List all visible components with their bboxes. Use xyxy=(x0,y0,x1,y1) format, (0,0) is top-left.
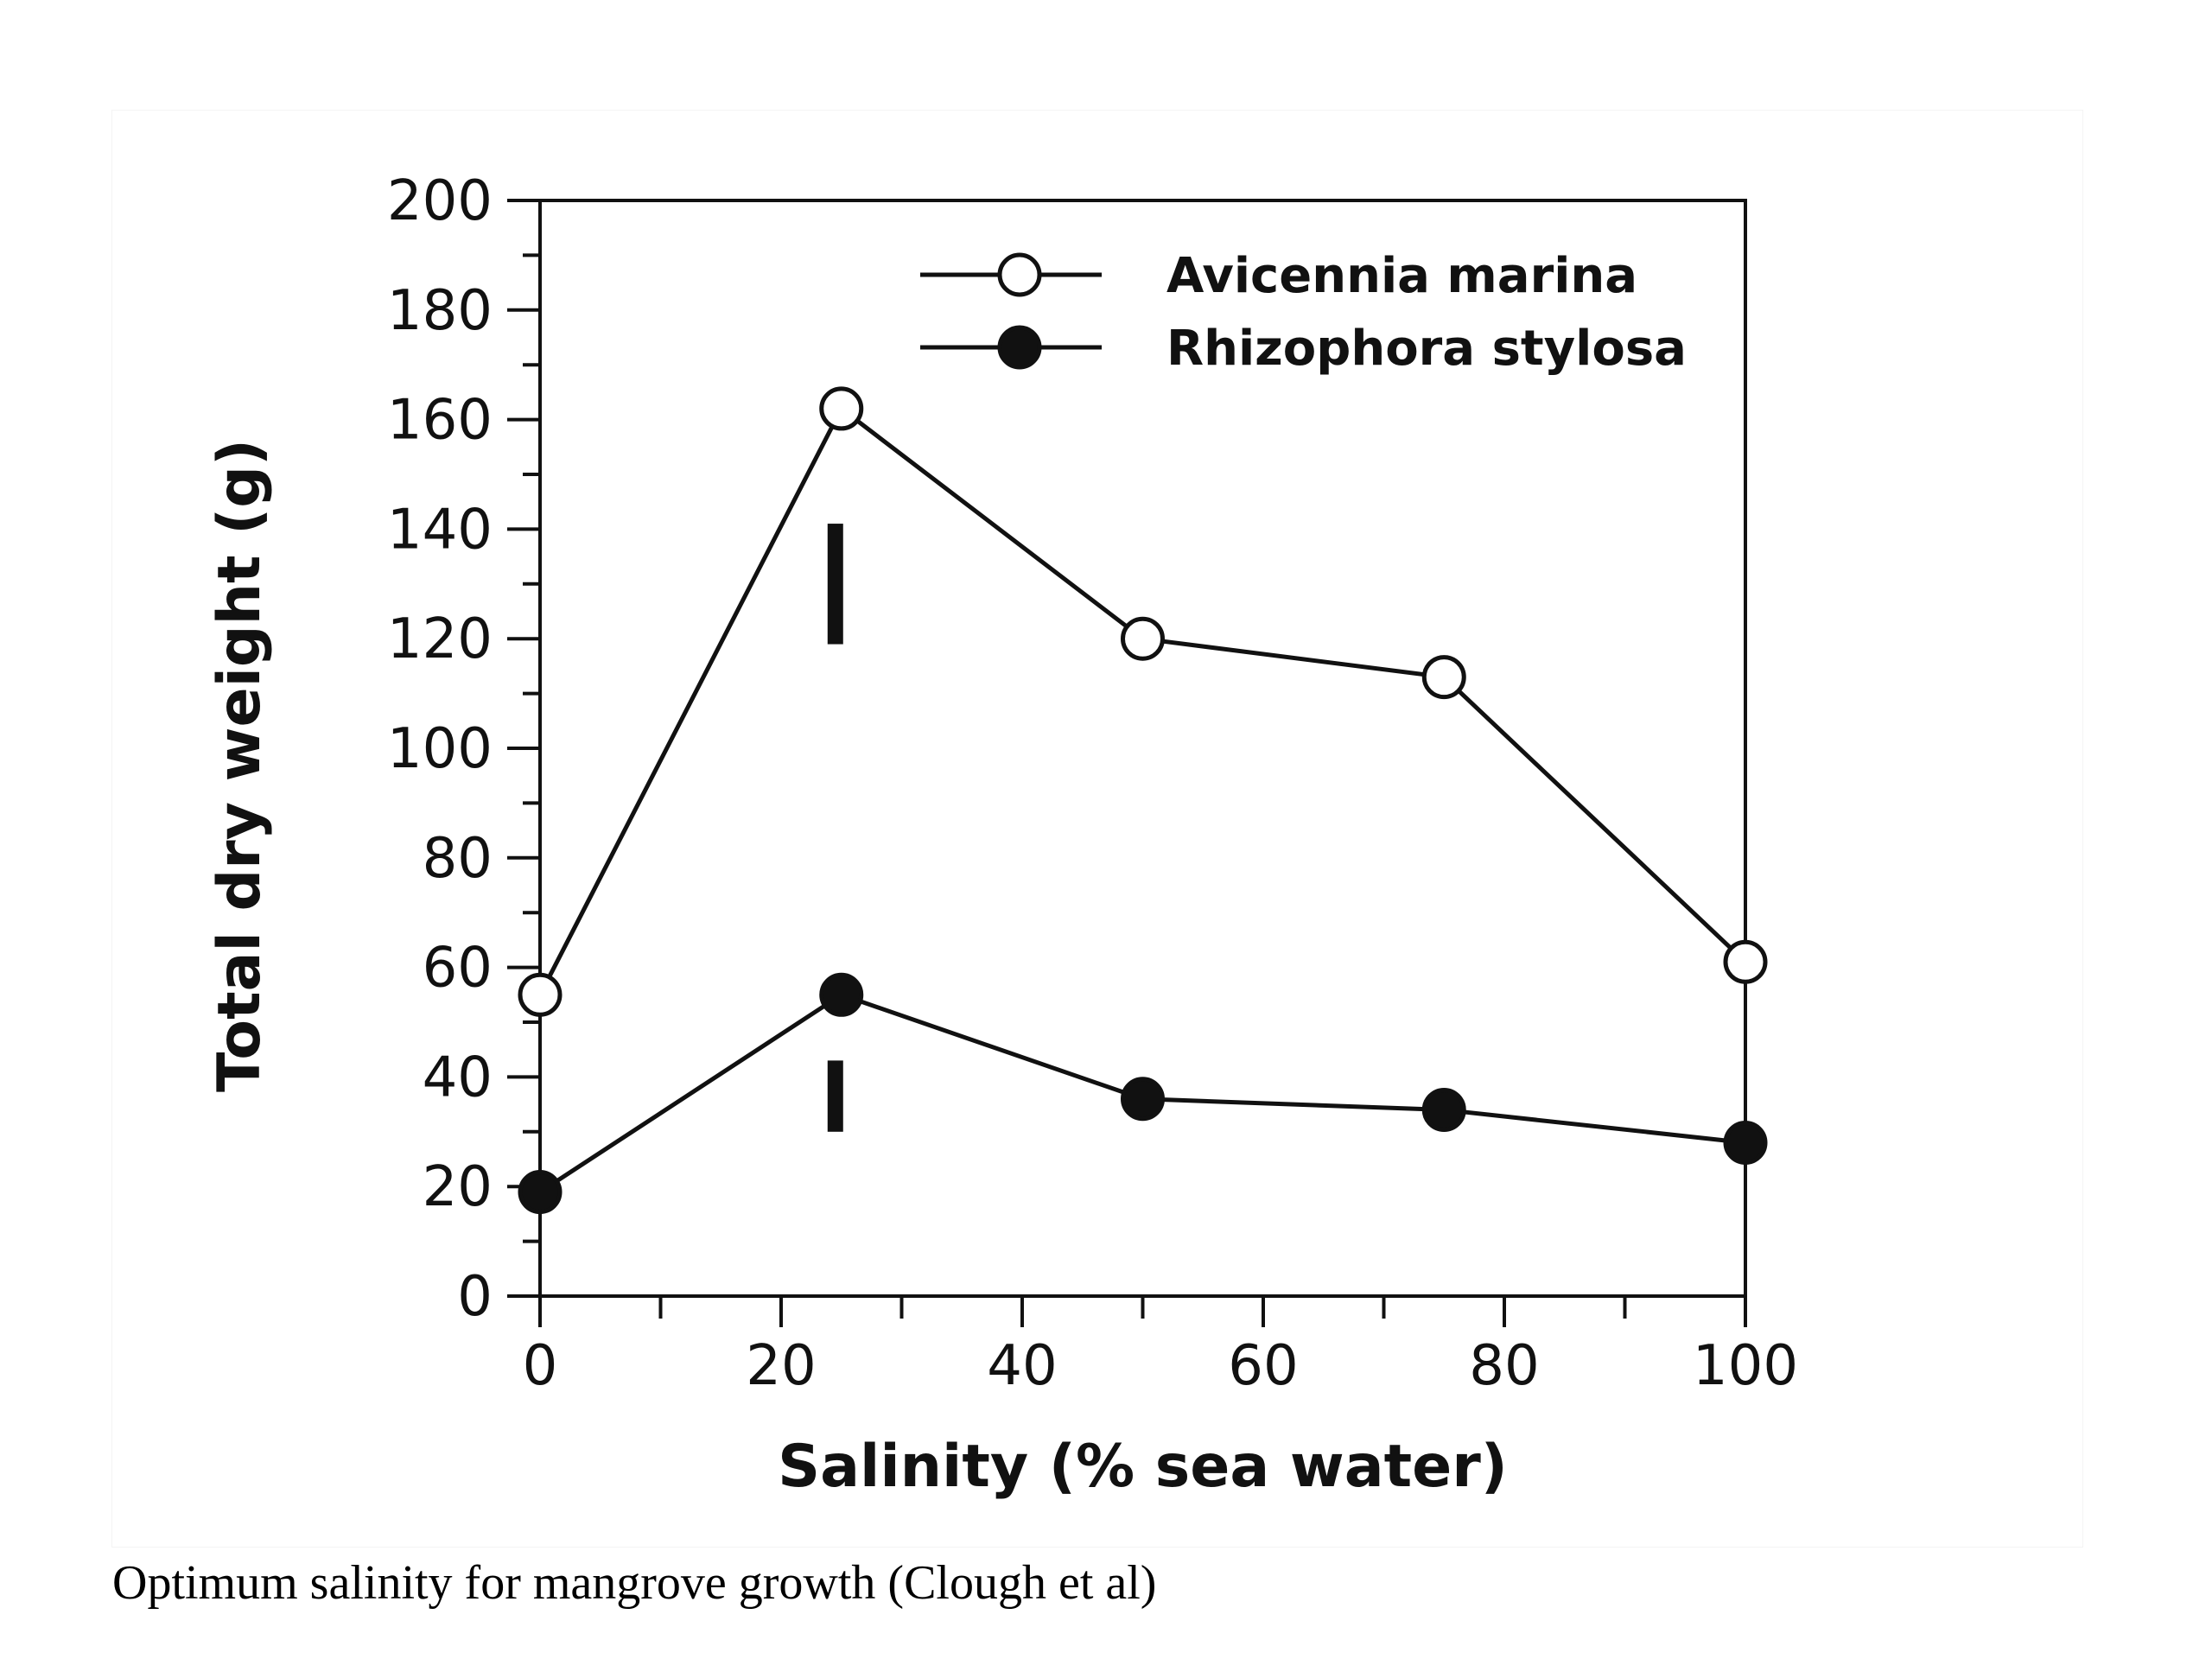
x-tick-label: 100 xyxy=(1693,1334,1798,1398)
avicennia-marina-point xyxy=(1121,616,1165,661)
legend: Avicennia marina Rhizophora stylosa xyxy=(920,248,1687,377)
y-tick-label: 180 xyxy=(387,279,493,343)
x-tick-label: 60 xyxy=(1228,1334,1298,1398)
rhizophora-stylosa-legend-label: Rhizophora stylosa xyxy=(1166,321,1687,377)
y-tick-label: 20 xyxy=(423,1155,493,1219)
y-tick-label: 120 xyxy=(387,607,493,671)
error-bar xyxy=(827,524,843,645)
figure-caption: Optimum salinity for mangrove growth (Cl… xyxy=(112,1556,1157,1610)
x-tick-label: 40 xyxy=(987,1334,1057,1398)
rhizophora-stylosa-point xyxy=(819,972,864,1017)
y-tick-label: 160 xyxy=(387,389,493,453)
y-tick-label: 200 xyxy=(387,169,493,233)
avicennia-marina-legend-label: Avicennia marina xyxy=(1166,248,1637,304)
ticks: 0 20 40 60 80 100 120 140 160 180 200 0 20 40 60 80 100 xyxy=(387,169,1798,1398)
x-tick-label: 20 xyxy=(746,1334,816,1398)
series xyxy=(518,386,1768,1215)
x-tick-label: 80 xyxy=(1469,1334,1539,1398)
avicennia-marina-legend-marker xyxy=(997,252,1042,297)
avicennia-marina-point xyxy=(518,972,563,1017)
rhizophora-stylosa-point xyxy=(1723,1120,1768,1165)
rhizophora-stylosa-point xyxy=(1421,1087,1466,1132)
x-axis-label: Salinity (% sea water) xyxy=(778,1433,1508,1501)
avicennia-marina-point xyxy=(1723,939,1768,984)
avicennia-marina-point xyxy=(819,386,864,431)
x-tick-label: 0 xyxy=(523,1334,558,1398)
y-tick-label: 80 xyxy=(423,827,493,891)
y-tick-label: 40 xyxy=(423,1046,493,1109)
y-tick-label: 60 xyxy=(423,937,493,1001)
y-axis-label: Total dry weight (g) xyxy=(206,439,274,1092)
y-tick-label: 0 xyxy=(457,1265,493,1329)
error-bars xyxy=(827,524,843,1132)
avicennia-marina-line xyxy=(537,406,1747,996)
rhizophora-stylosa-point xyxy=(1121,1077,1165,1122)
rhizophora-stylosa-legend-marker xyxy=(997,325,1042,370)
error-bar xyxy=(827,1060,843,1132)
figure-panel: 0 20 40 60 80 100 120 140 160 180 200 0 20 40 60 80 100 … xyxy=(112,111,2082,1547)
avicennia-marina-point xyxy=(1421,655,1466,700)
rhizophora-stylosa-point xyxy=(518,1170,563,1215)
y-tick-label: 140 xyxy=(387,498,493,562)
y-tick-label: 100 xyxy=(387,717,493,781)
